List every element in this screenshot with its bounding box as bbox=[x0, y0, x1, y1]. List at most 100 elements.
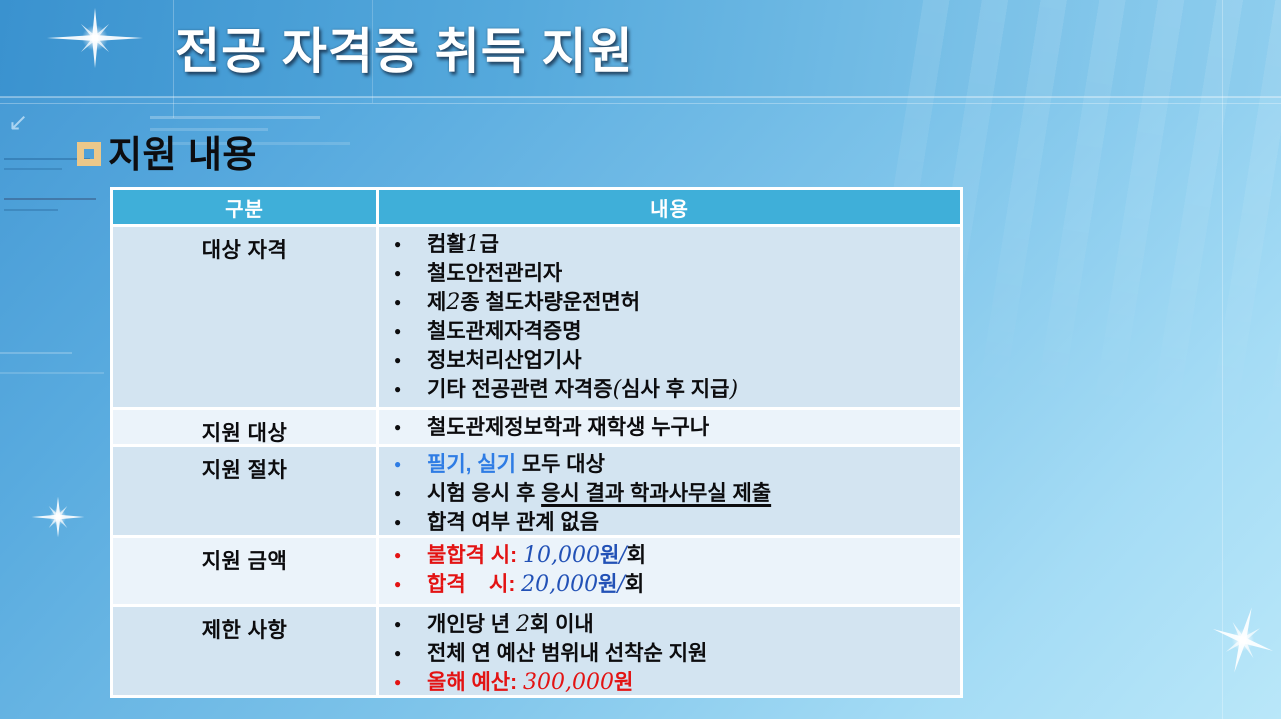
item-text: 정보처리산업기사 bbox=[427, 346, 582, 375]
text-segment: 모두 대상 bbox=[515, 453, 605, 476]
item-text: 필기, 실기 모두 대상 bbox=[427, 450, 605, 479]
text-segment: 정보처리산업기사 bbox=[427, 349, 582, 372]
bullet-item: ● 합격 시: 20,000원/회 bbox=[379, 570, 960, 599]
bullet-item: ● 불합격 시: 10,000원/회 bbox=[379, 541, 960, 570]
streak-decoration bbox=[150, 116, 320, 119]
text-segment: ( bbox=[612, 377, 622, 402]
bullet-dot-icon: ● bbox=[394, 420, 402, 434]
bullet-dot-icon: ● bbox=[394, 353, 402, 367]
text-segment: 불합격 시 bbox=[427, 544, 511, 567]
bullet-item: ● 개인당 년 2회 이내 bbox=[379, 610, 960, 639]
item-text: 합격 시: 20,000원/회 bbox=[427, 570, 644, 599]
bullet-dot-icon: ● bbox=[394, 675, 402, 689]
text-segment: 기타 전공관련 자격증 bbox=[427, 378, 613, 401]
item-text: 합격 여부 관계 없음 bbox=[427, 508, 599, 537]
bullet-item: ● 철도관제정보학과 재학생 누구나 bbox=[379, 413, 960, 442]
bullet-dot-icon: ● bbox=[394, 515, 402, 529]
guide-line bbox=[1222, 0, 1223, 719]
text-segment: 합격 시 bbox=[427, 573, 509, 596]
text-segment: 2 bbox=[446, 290, 461, 315]
text-segment: 철도관제정보학과 재학생 누구나 bbox=[427, 416, 710, 439]
table-row-label: 지원 대상 bbox=[113, 410, 376, 445]
text-segment: 시험 응시 후 bbox=[427, 482, 542, 505]
bullet-item: ● 전체 연 예산 범위내 선착순 지원 bbox=[379, 639, 960, 668]
text-segment: 합격 여부 관계 없음 bbox=[427, 511, 600, 534]
bullet-dot-icon: ● bbox=[394, 266, 402, 280]
table-row-content: ● 컴활1급 ● 철도안전관리자 ● 제2종 철도차량운전면허 ● 철도관제자격증명 ● 정보처리… bbox=[379, 227, 960, 407]
text-segment: / bbox=[617, 572, 625, 597]
text-segment: : bbox=[510, 671, 518, 694]
streak-decoration bbox=[4, 158, 90, 160]
table-row-label: 지원 금액 bbox=[113, 538, 376, 604]
text-segment: 철도관제자격증명 bbox=[427, 320, 582, 343]
bullet-dot-icon: ● bbox=[394, 295, 402, 309]
text-segment: 회 bbox=[626, 544, 647, 567]
item-text: 컴활1급 bbox=[427, 230, 499, 259]
item-text: 철도관제정보학과 재학생 누구나 bbox=[427, 413, 709, 442]
starburst-icon bbox=[31, 496, 85, 538]
bullet-dot-icon: ● bbox=[394, 237, 402, 251]
bullet-item: ● 합격 여부 관계 없음 bbox=[379, 508, 960, 537]
table-row-content: ● 불합격 시: 10,000원/회 ● 합격 시: 20,000원/회 bbox=[379, 538, 960, 604]
text-segment: 회 이내 bbox=[529, 613, 594, 636]
streak-decoration bbox=[150, 128, 268, 131]
item-text: 개인당 년 2회 이내 bbox=[427, 610, 594, 639]
title-banner bbox=[0, 0, 1281, 98]
text-segment: 컴활 bbox=[427, 233, 466, 256]
text-segment: 원 bbox=[613, 671, 634, 694]
streak-decoration bbox=[0, 352, 72, 354]
text-segment: 10,000 bbox=[522, 543, 600, 568]
item-text: 철도관제자격증명 bbox=[427, 317, 582, 346]
text-segment: 300,000 bbox=[522, 670, 614, 695]
bullet-item: ● 정보처리산업기사 bbox=[379, 346, 960, 375]
bullet-dot-icon: ● bbox=[394, 617, 402, 631]
text-segment: 개인당 년 bbox=[427, 613, 516, 636]
text-segment: 급 bbox=[479, 233, 499, 256]
table-header-cell: 내용 bbox=[379, 190, 960, 224]
text-segment: 제 bbox=[427, 291, 447, 314]
bullet-item: ● 컴활1급 bbox=[379, 230, 960, 259]
item-text: 불합격 시: 10,000원/회 bbox=[427, 541, 646, 570]
bullet-dot-icon: ● bbox=[394, 382, 402, 396]
starburst-icon bbox=[1212, 607, 1274, 673]
streak-decoration bbox=[150, 142, 350, 145]
text-segment: 2 bbox=[515, 612, 530, 637]
text-segment: ) bbox=[729, 377, 739, 402]
text-segment: 회 bbox=[624, 573, 645, 596]
item-text: 올해 예산: 300,000원 bbox=[427, 668, 633, 697]
bullet-dot-icon: ● bbox=[394, 324, 402, 338]
support-table: 구분 내용 대상 자격 ● 컴활1급 ● 철도안전관리자 ● 제2종 철도차량운전면허 ● 철도관제… bbox=[110, 187, 963, 698]
text-segment: / bbox=[619, 543, 627, 568]
bullet-dot-icon: ● bbox=[394, 548, 402, 562]
item-text: 전체 연 예산 범위내 선착순 지원 bbox=[427, 639, 707, 668]
bullet-item: ● 시험 응시 후 응시 결과 학과사무실 제출 bbox=[379, 479, 960, 508]
bullet-item: ● 철도관제자격증명 bbox=[379, 317, 960, 346]
item-text: 기타 전공관련 자격증(심사 후 지급) bbox=[427, 375, 738, 404]
item-text: 철도안전관리자 bbox=[427, 259, 562, 288]
bullet-item: ● 필기, 실기 모두 대상 bbox=[379, 450, 960, 479]
streak-decoration bbox=[4, 168, 62, 170]
text-segment: 심사 후 지급 bbox=[621, 378, 730, 401]
bullet-item: ● 제2종 철도차량운전면허 bbox=[379, 288, 960, 317]
slide-title: 전공 자격증 취득 지원 bbox=[175, 25, 634, 79]
text-segment: : bbox=[508, 573, 516, 596]
arrow-decoration: ↙ bbox=[8, 109, 29, 136]
streak-decoration bbox=[4, 198, 96, 200]
table-row-label: 대상 자격 bbox=[113, 227, 376, 407]
text-segment: 전체 연 예산 범위내 선착순 지원 bbox=[427, 642, 708, 665]
bullet-item: ● 철도안전관리자 bbox=[379, 259, 960, 288]
table-row-label: 지원 절차 bbox=[113, 447, 376, 535]
text-segment: 응시 결과 학과사무실 제출 bbox=[541, 482, 772, 505]
guide-line bbox=[372, 0, 373, 103]
text-segment: 철도안전관리자 bbox=[427, 262, 563, 285]
item-text: 제2종 철도차량운전면허 bbox=[427, 288, 640, 317]
text-segment: 20,000 bbox=[521, 572, 599, 597]
table-row-label: 제한 사항 bbox=[113, 607, 376, 695]
table-row-content: ● 개인당 년 2회 이내 ● 전체 연 예산 범위내 선착순 지원 ● 올해 예산: 3… bbox=[379, 607, 960, 695]
text-segment: 1 bbox=[465, 232, 480, 257]
bullet-item: ● 기타 전공관련 자격증(심사 후 지급) bbox=[379, 375, 960, 404]
table-header-cell: 구분 bbox=[113, 190, 376, 224]
table-row-content: ● 철도관제정보학과 재학생 누구나 bbox=[379, 410, 960, 444]
bullet-dot-icon: ● bbox=[394, 457, 402, 471]
